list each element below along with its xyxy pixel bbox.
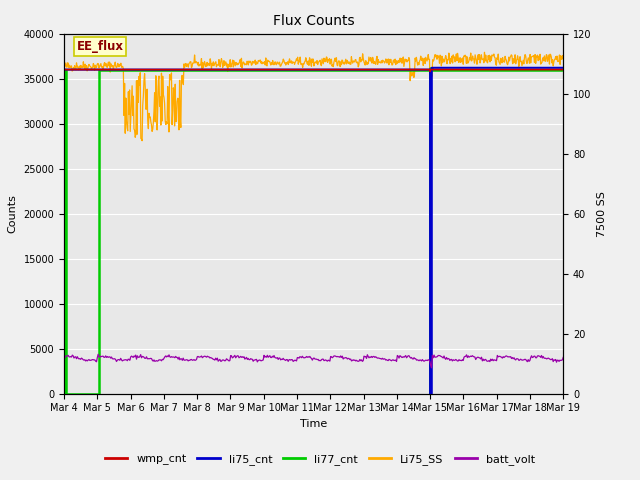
Y-axis label: 7500 SS: 7500 SS: [597, 191, 607, 237]
X-axis label: Time: Time: [300, 419, 327, 429]
Y-axis label: Counts: Counts: [8, 194, 18, 233]
Text: EE_flux: EE_flux: [77, 40, 124, 53]
Title: Flux Counts: Flux Counts: [273, 14, 355, 28]
Legend: wmp_cnt, li75_cnt, li77_cnt, Li75_SS, batt_volt: wmp_cnt, li75_cnt, li77_cnt, Li75_SS, ba…: [100, 450, 540, 469]
